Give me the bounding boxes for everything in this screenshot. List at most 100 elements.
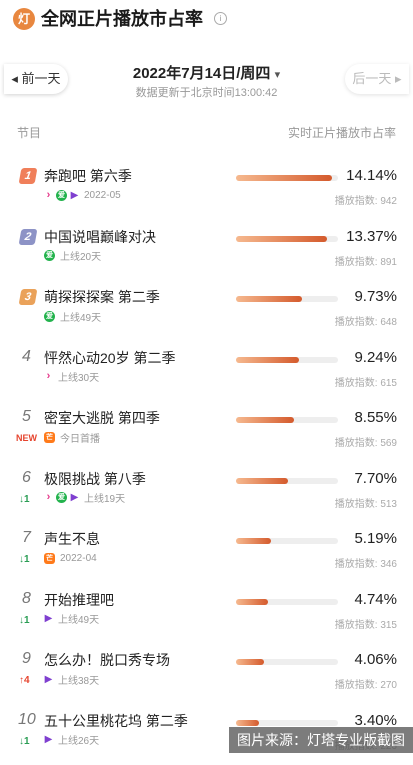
rank-badge: 2 xyxy=(18,228,38,245)
play-index-separator: : xyxy=(374,559,381,570)
page-title: 全网正片播放市占率 xyxy=(41,9,203,29)
show-name[interactable]: 怎么办！脱口秀专场 xyxy=(44,652,170,668)
rank-number: 6 xyxy=(22,468,31,486)
share-bar-fill xyxy=(236,659,264,665)
play-index-separator: : xyxy=(374,377,381,389)
show-name[interactable]: 声生不息 xyxy=(44,531,100,547)
youku-icon: › xyxy=(46,370,51,382)
table-row[interactable]: 6 ↓1 极限挑战 第八季 › 爱 ▶ 上线19天 7.70% 播放指数: 513 xyxy=(0,463,413,523)
column-share: 实时正片播放市占率 xyxy=(287,126,396,140)
iqiyi-icon: 爱 xyxy=(44,250,55,261)
play-index-label: 播放指数 xyxy=(334,256,375,268)
play-index: 播放指数: 513 xyxy=(335,495,397,510)
play-index-value: 891 xyxy=(380,256,397,268)
tencent-video-icon: ▶ xyxy=(44,673,53,685)
app-logo-icon: 灯 xyxy=(13,8,35,30)
share-bar-track xyxy=(236,719,338,726)
update-time: 数据更新于北京时间13:00:42 xyxy=(135,87,278,99)
play-index-value: 569 xyxy=(380,438,397,449)
play-index-separator: : xyxy=(374,256,381,268)
play-index: 播放指数: 346 xyxy=(335,555,397,570)
play-index-value: 615 xyxy=(380,377,397,389)
platform-list: 芒今日首播 xyxy=(44,431,100,445)
play-index-label: 播放指数 xyxy=(334,619,375,631)
show-name[interactable]: 中国说唱巅峰对决 xyxy=(44,228,156,245)
share-percent: 8.55% xyxy=(354,409,397,426)
play-index-separator: : xyxy=(374,619,381,631)
table-row[interactable]: 1 奔跑吧 第六季 › 爱 ▶ 2022-05 14.14% 播放指数: 942 xyxy=(0,160,413,220)
platform-list: 爱上线20天 xyxy=(44,250,101,263)
show-name[interactable]: 密室大逃脱 第四季 xyxy=(44,410,160,426)
play-index-label: 播放指数 xyxy=(334,680,375,691)
share-bar-fill xyxy=(236,356,299,363)
play-index-label: 播放指数 xyxy=(334,438,375,449)
iqiyi-icon: 爱 xyxy=(56,189,67,201)
share-percent: 4.06% xyxy=(354,651,397,668)
show-name[interactable]: 奔跑吧 第六季 xyxy=(44,168,132,184)
youku-icon: › xyxy=(46,188,51,201)
share-bar-track xyxy=(236,175,338,181)
share-bar-track xyxy=(236,296,338,302)
date-selector[interactable]: 2022年7月14日/周四 ▾ xyxy=(0,62,413,83)
play-index: 播放指数: 569 xyxy=(335,434,397,449)
platform-list: › 爱 ▶ 2022-05 xyxy=(44,189,121,201)
tencent-video-icon: ▶ xyxy=(44,613,53,624)
platform-list: ▶ 上线26天 xyxy=(44,734,99,747)
platform-list: › 上线30天 xyxy=(44,370,99,385)
next-day-button[interactable]: 后一天 ▸ xyxy=(345,64,409,94)
play-index: 播放指数: 942 xyxy=(335,192,397,207)
tencent-video-icon: ▶ xyxy=(70,189,79,201)
rank-number: 10 xyxy=(18,710,36,728)
iqiyi-icon: 爱 xyxy=(56,492,67,503)
share-bar-fill xyxy=(236,296,303,302)
tencent-video-icon: ▶ xyxy=(44,734,53,745)
table-row[interactable]: 4 怦然心动20岁 第二季 › 上线30天 9.24% 播放指数: 615 xyxy=(0,342,413,402)
show-name[interactable]: 开始推理吧 xyxy=(44,591,114,608)
play-index-separator: : xyxy=(374,498,381,510)
rank-number: 8 xyxy=(22,589,31,607)
play-index-separator: : xyxy=(374,196,381,207)
show-name[interactable]: 极限挑战 第八季 xyxy=(44,470,146,487)
table-row[interactable]: 7 ↓1 声生不息芒 2022-04 5.19% 播放指数: 346 xyxy=(0,523,413,583)
share-bar-track xyxy=(236,538,338,544)
play-index-value: 315 xyxy=(380,619,397,631)
share-percent: 9.73% xyxy=(354,288,397,305)
chevron-down-icon: ▾ xyxy=(274,69,281,81)
rank-badge: 1 xyxy=(18,168,38,184)
rank-number: 5 xyxy=(22,408,31,425)
play-index-label: 播放指数 xyxy=(334,377,375,389)
rank-change: NEW xyxy=(16,433,37,443)
rank-badge: 3 xyxy=(18,289,38,305)
play-index: 播放指数: 615 xyxy=(335,374,397,389)
show-name[interactable]: 怦然心动20岁 第二季 xyxy=(44,349,176,366)
table-row[interactable]: 2 中国说唱巅峰对决爱上线20天 13.37% 播放指数: 891 xyxy=(0,221,413,281)
date-bar: ◂ 前一天 2022年7月14日/周四 ▾ 数据更新于北京时间13:00:42 … xyxy=(0,54,413,104)
play-index: 播放指数: 648 xyxy=(335,313,397,328)
table-row[interactable]: 9 ↑4 怎么办！脱口秀专场 ▶ 上线38天 4.06% 播放指数: 270 xyxy=(0,644,413,704)
table-row[interactable]: 3 萌探探探案 第二季爱上线49天 9.73% 播放指数: 648 xyxy=(0,281,413,341)
play-index-separator: : xyxy=(374,438,381,449)
share-bar-track xyxy=(236,235,338,242)
platform-list: 芒 2022-04 xyxy=(44,552,97,564)
table-row[interactable]: 8 ↓1 开始推理吧 ▶ 上线49天 4.74% 播放指数: 315 xyxy=(0,584,413,644)
play-index-separator: : xyxy=(374,317,381,328)
info-icon[interactable]: i xyxy=(214,12,227,25)
show-name[interactable]: 五十公里桃花坞 第二季 xyxy=(44,712,188,729)
release-status: 今日首播 xyxy=(60,433,100,445)
play-index-label: 播放指数 xyxy=(334,559,375,570)
share-bar-track xyxy=(236,417,338,423)
share-bar-fill xyxy=(236,598,269,605)
play-index-label: 播放指数 xyxy=(334,317,375,328)
play-index: 播放指数: 315 xyxy=(335,616,397,631)
platform-list: ▶ 上线38天 xyxy=(44,673,99,687)
play-index-label: 播放指数 xyxy=(334,498,375,510)
rank-number: 9 xyxy=(22,650,31,667)
show-name[interactable]: 萌探探探案 第二季 xyxy=(44,289,160,305)
rank-number: 4 xyxy=(22,347,31,365)
play-index: 播放指数: 270 xyxy=(335,676,397,691)
column-header: 节目 实时正片播放市占率 xyxy=(0,124,413,142)
play-index-value: 648 xyxy=(380,317,397,328)
prev-day-button[interactable]: ◂ 前一天 xyxy=(4,64,68,94)
table-row[interactable]: 5 NEW 密室大逃脱 第四季芒今日首播 8.55% 播放指数: 569 xyxy=(0,402,413,462)
share-percent: 5.19% xyxy=(354,530,397,547)
